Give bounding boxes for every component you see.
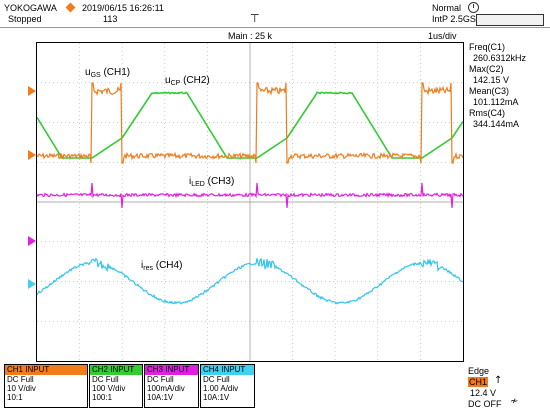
trace-ch1 <box>37 82 463 164</box>
label-ch3-rest: (CH3) <box>204 176 235 187</box>
meas-4-name: Rms(C4) <box>469 108 505 118</box>
label-ch2: uCP (CH2) <box>165 75 210 87</box>
label-ch1: uGS (CH1) <box>85 67 130 79</box>
label-ch3-sub: LED <box>191 181 205 188</box>
channel-box-ch3[interactable]: CH3 INPUT DC Full 100mA/div 10A:1V <box>144 364 199 408</box>
ch3-ground-marker[interactable] <box>28 236 36 246</box>
clock-icon[interactable] <box>468 2 479 13</box>
ch1-ground-marker[interactable] <box>28 150 36 160</box>
trigger-level: 12.4 V <box>470 388 497 398</box>
label-ch3-main: i <box>189 176 192 187</box>
channel-box-ch1[interactable]: CH1 INPUT DC Full 10 V/div 10:1 <box>4 364 88 408</box>
ch1-scale: 10 V/div <box>5 384 87 393</box>
status-box <box>476 14 544 26</box>
main-record-label: Main : 25 k <box>228 31 273 41</box>
meas-1-value: 260.6312kHz <box>473 53 527 63</box>
trigger-source-badge[interactable]: CH1 <box>468 377 488 387</box>
meas-4-value: 344.144mA <box>473 119 520 129</box>
acquisition-mode: Normal <box>432 3 462 13</box>
channel-box-ch4[interactable]: CH4 INPUT DC Full 1.00 A/div 10A:1V <box>200 364 255 408</box>
center-axes <box>37 43 463 361</box>
trace-ch3 <box>37 182 463 209</box>
waveform-svg <box>37 43 463 361</box>
acquisition-state: Stopped <box>8 14 42 24</box>
acquisition-count: 113 <box>103 14 118 24</box>
trigger-coupling: DC OFF <box>468 399 502 409</box>
ch4-coupling: DC Full <box>201 375 254 384</box>
meas-3-value: 101.112mA <box>473 97 519 107</box>
label-ch3: iLED (CH3) <box>189 176 234 188</box>
ch2-head: CH2 INPUT <box>90 365 142 375</box>
ch1-head: CH1 INPUT <box>5 365 87 375</box>
header-divider <box>0 27 550 28</box>
ch3-coupling: DC Full <box>145 375 198 384</box>
ch3-probe: 10A:1V <box>145 393 198 402</box>
measurement-panel: Freq(C1) 260.6312kHz Max(C2) 142.15 V Me… <box>465 42 550 362</box>
meas-3-name: Mean(C3) <box>469 86 510 96</box>
meas-1-name: Freq(C1) <box>469 42 506 52</box>
ch4-probe: 10A:1V <box>201 393 254 402</box>
waveform-display[interactable]: uGS (CH1) uCP (CH2) iLED (CH3) ires (CH4… <box>36 42 464 362</box>
channel-box-ch2[interactable]: CH2 INPUT DC Full 100 V/div 100:1 <box>89 364 143 408</box>
trigger-mode: Edge <box>468 366 490 376</box>
meas-2-name: Max(C2) <box>469 64 504 74</box>
label-ch4-sub: res <box>143 265 153 272</box>
ch1-coupling: DC Full <box>5 375 87 384</box>
label-ch2-sub: CP <box>170 80 181 87</box>
ch4-scale: 1.00 A/div <box>201 384 254 393</box>
ch4-head: CH4 INPUT <box>201 365 254 375</box>
datetime-label: 2019/06/15 16:26:11 <box>82 3 164 13</box>
ch4-ground-marker[interactable] <box>28 279 36 289</box>
clock-hand <box>473 4 474 8</box>
label-ch4-rest: (CH4) <box>152 260 183 271</box>
timebase-label: 1us/div <box>428 31 457 41</box>
label-ch2-main: u <box>165 75 171 86</box>
label-ch1-main: u <box>85 67 91 78</box>
label-ch2-rest: (CH2) <box>180 75 210 86</box>
trace-ch4 <box>37 257 463 305</box>
brand-label: YOKOGAWA <box>4 3 57 13</box>
rising-edge-icon: ↑ <box>494 375 503 386</box>
label-ch4: ires (CH4) <box>141 260 182 272</box>
ch2-scale: 100 V/div <box>90 384 142 393</box>
ch2-coupling: DC Full <box>90 375 142 384</box>
label-ch1-rest: (CH1) <box>100 67 131 78</box>
sampling-rate: IntP 2.5GS/s <box>432 14 483 24</box>
trigger-position-icon: ⊤ <box>250 12 260 25</box>
label-ch1-sub: GS <box>90 72 101 79</box>
label-ch4-main: i <box>141 260 144 271</box>
noise-reject-icon: ≁ <box>510 396 519 407</box>
ch3-head: CH3 INPUT <box>145 365 198 375</box>
trigger-point-icon <box>65 2 76 13</box>
ch2-probe: 100:1 <box>90 393 142 402</box>
ch1-probe: 10:1 <box>5 393 87 402</box>
ch1-level-marker[interactable] <box>28 86 36 96</box>
ch3-scale: 100mA/div <box>145 384 198 393</box>
meas-2-value: 142.15 V <box>473 75 510 85</box>
